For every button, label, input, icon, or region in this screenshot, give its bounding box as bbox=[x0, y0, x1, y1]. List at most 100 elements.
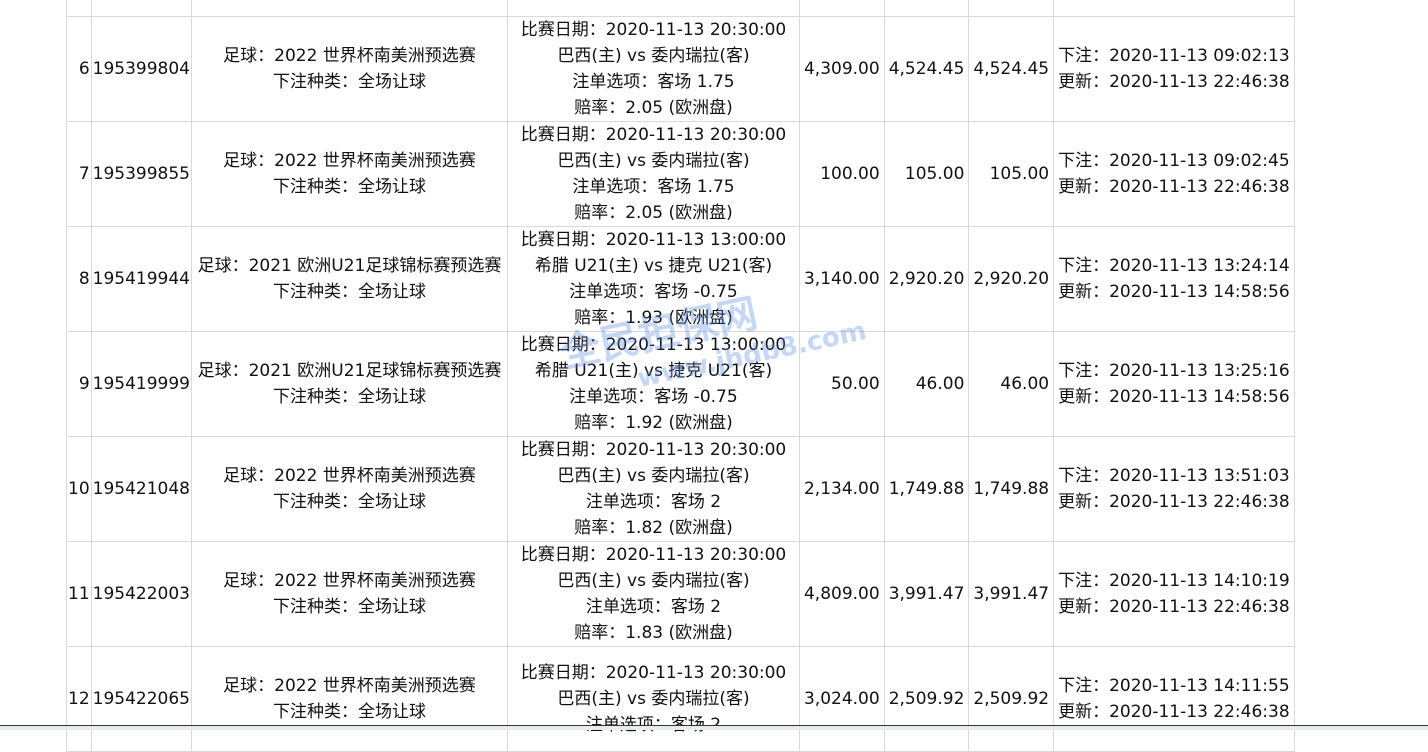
cell-match[interactable]: 比赛日期：2020-11-13 13:00:00 希腊 U21(主) vs 捷克 … bbox=[506, 331, 800, 437]
cell-index[interactable]: 12 bbox=[66, 646, 92, 752]
cell-index[interactable]: 6 bbox=[66, 16, 92, 122]
cell-index[interactable]: 5 bbox=[66, 0, 92, 17]
cell-index[interactable]: 7 bbox=[66, 121, 92, 227]
cell-times[interactable]: 下注：2020-11-13 13:25:16 更新：2020-11-13 14:5… bbox=[1053, 331, 1295, 437]
cell-league[interactable]: 足球：2022 世界杯南美洲预选赛 下注种类：全场让球 bbox=[190, 541, 508, 647]
cell-times[interactable]: 下注：2020-11-13 13:24:14 更新：2020-11-13 14:5… bbox=[1053, 226, 1295, 332]
cell-bet-id[interactable]: 195399855 bbox=[90, 121, 192, 227]
cell-bet-id[interactable]: 195419999 bbox=[90, 331, 192, 437]
cell-payout[interactable]: 4,524.45 bbox=[968, 16, 1055, 122]
cell-update_time: 更新：2020-11-13 22:46:38 bbox=[1058, 597, 1290, 617]
cell-league[interactable]: 足球：2022 世界杯南美洲预选赛 下注种类：全场让球 bbox=[190, 121, 508, 227]
cell-league[interactable]: 足球：2022 世界杯南美洲预选赛 下注种类：全场让球 bbox=[190, 646, 508, 752]
cell-stake[interactable]: 100.00 bbox=[798, 121, 885, 227]
cell-payout[interactable] bbox=[968, 0, 1055, 17]
cell-match[interactable]: 比赛日期：2020-11-13 20:30:00 巴西(主) vs 委内瑞拉(客)… bbox=[506, 16, 800, 122]
cell-stake[interactable]: 50.00 bbox=[798, 331, 885, 437]
cell-stake: 4,309.00 bbox=[803, 59, 880, 79]
cell-bet-id[interactable]: 195419944 bbox=[90, 226, 192, 332]
cell-stake: 4,809.00 bbox=[803, 584, 880, 604]
cell-win: 4,524.45 bbox=[888, 59, 965, 79]
cell-index[interactable]: 11 bbox=[66, 541, 92, 647]
cell-bet-id[interactable]: 195421048 bbox=[90, 436, 192, 542]
cell-win: 3,991.47 bbox=[888, 584, 965, 604]
cell-stake[interactable] bbox=[798, 0, 885, 17]
cell-win[interactable]: 46.00 bbox=[883, 331, 970, 437]
cell-bet_time: 下注：2020-11-13 14:11:55 bbox=[1058, 676, 1290, 696]
cell-update_time: 更新：2020-11-13 22:46:38 bbox=[1058, 702, 1290, 722]
cell-teams: 巴西(主) vs 委内瑞拉(客) bbox=[557, 46, 750, 66]
cell-payout: 1,749.88 bbox=[973, 479, 1050, 499]
cell-win: 1,749.88 bbox=[888, 479, 965, 499]
cell-index[interactable]: 8 bbox=[66, 226, 92, 332]
cell-times[interactable]: 下注：2020-11-13 09:02:13 更新：2020-11-13 22:4… bbox=[1053, 16, 1295, 122]
cell-odds: 赔率：1.83 (欧洲盘) bbox=[574, 623, 733, 643]
cell-league: 足球：2022 世界杯南美洲预选赛 bbox=[223, 46, 476, 66]
cell-stake[interactable]: 2,134.00 bbox=[798, 436, 885, 542]
cell-option: 注单选项：客场 -0.75 bbox=[569, 387, 738, 407]
cell-bet_time: 下注：2020-11-13 09:02:45 bbox=[1058, 151, 1290, 171]
cell-times[interactable]: 下注：2020-11-13 14:11:55 更新：2020-11-13 22:4… bbox=[1053, 646, 1295, 752]
cell-win[interactable]: 3,991.47 bbox=[883, 541, 970, 647]
cell-win[interactable]: 2,509.92 bbox=[883, 646, 970, 752]
cell-win[interactable]: 105.00 bbox=[883, 121, 970, 227]
cell-stake: 50.00 bbox=[831, 374, 880, 394]
cell-win[interactable]: 4,524.45 bbox=[883, 16, 970, 122]
cell-league[interactable]: 足球：2021 欧洲U21足球锦标赛预选赛 下注种类：全场让球 bbox=[190, 331, 508, 437]
cell-win[interactable] bbox=[883, 0, 970, 17]
cell-match[interactable]: 比赛日期：2020-11-13 20:30:00 巴西(主) vs 委内瑞拉(客)… bbox=[506, 436, 800, 542]
cell-win[interactable]: 2,920.20 bbox=[883, 226, 970, 332]
table-row: 10 195421048 足球：2022 世界杯南美洲预选赛 下注种类：全场让球 比赛日… bbox=[66, 436, 1295, 542]
cell-league[interactable] bbox=[190, 0, 508, 17]
cell-bet_time: 下注：2020-11-13 13:25:16 bbox=[1058, 361, 1290, 381]
cell-idx: 6 bbox=[78, 59, 90, 79]
table-row: 8 195419944 足球：2021 欧洲U21足球锦标赛预选赛 下注种类：全场让球… bbox=[66, 226, 1295, 332]
cell-stake[interactable]: 3,140.00 bbox=[798, 226, 885, 332]
cell-payout[interactable]: 1,749.88 bbox=[968, 436, 1055, 542]
cell-bet-id[interactable] bbox=[90, 0, 192, 17]
cell-payout: 4,524.45 bbox=[973, 59, 1050, 79]
cell-type: 下注种类：全场让球 bbox=[272, 492, 426, 512]
cell-match[interactable]: 比赛日期：2020-11-13 20:30:00 巴西(主) vs 委内瑞拉(客)… bbox=[506, 121, 800, 227]
cell-times[interactable]: 下注：2020-11-13 14:10:19 更新：2020-11-13 22:4… bbox=[1053, 541, 1295, 647]
cell-win[interactable]: 1,749.88 bbox=[883, 436, 970, 542]
cell-bet-id[interactable]: 195422003 bbox=[90, 541, 192, 647]
cell-times[interactable] bbox=[1053, 0, 1295, 17]
cell-teams: 希腊 U21(主) vs 捷克 U21(客) bbox=[534, 256, 773, 276]
cell-stake: 2,134.00 bbox=[803, 479, 880, 499]
cell-league: 足球：2021 欧洲U21足球锦标赛预选赛 bbox=[197, 256, 502, 276]
cell-payout[interactable]: 105.00 bbox=[968, 121, 1055, 227]
cell-match[interactable]: 比赛日期：2020-11-13 20:30:00 巴西(主) vs 委内瑞拉(客)… bbox=[506, 646, 800, 752]
cell-match[interactable]: 比赛日期：2020-11-13 13:00:00 希腊 U21(主) vs 捷克 … bbox=[506, 226, 800, 332]
cell-index[interactable]: 9 bbox=[66, 331, 92, 437]
cell-times[interactable]: 下注：2020-11-13 09:02:45 更新：2020-11-13 22:4… bbox=[1053, 121, 1295, 227]
cell-bet-id[interactable]: 195422065 bbox=[90, 646, 192, 752]
cell-option: 注单选项：客场 1.75 bbox=[572, 177, 735, 197]
table-row: 11 195422003 足球：2022 世界杯南美洲预选赛 下注种类：全场让球 比赛日… bbox=[66, 541, 1295, 647]
cell-match[interactable]: 赔率：2.1 (欧洲盘) bbox=[506, 0, 800, 17]
cell-payout[interactable]: 2,509.92 bbox=[968, 646, 1055, 752]
cell-teams: 希腊 U21(主) vs 捷克 U21(客) bbox=[534, 361, 773, 381]
cell-stake[interactable]: 3,024.00 bbox=[798, 646, 885, 752]
cell-stake[interactable]: 4,309.00 bbox=[798, 16, 885, 122]
sheet-tab-bar[interactable] bbox=[0, 725, 1428, 730]
cell-payout[interactable]: 2,920.20 bbox=[968, 226, 1055, 332]
cell-type: 下注种类：全场让球 bbox=[272, 387, 426, 407]
cell-idx: 7 bbox=[78, 164, 90, 184]
cell-payout: 46.00 bbox=[1000, 374, 1050, 394]
cell-league[interactable]: 足球：2021 欧洲U21足球锦标赛预选赛 下注种类：全场让球 bbox=[190, 226, 508, 332]
table-row: 12 195422065 足球：2022 世界杯南美洲预选赛 下注种类：全场让球 比赛日… bbox=[66, 646, 1295, 752]
cell-index[interactable]: 10 bbox=[66, 436, 92, 542]
cell-win: 46.00 bbox=[915, 374, 965, 394]
cell-bet-id[interactable]: 195399804 bbox=[90, 16, 192, 122]
cell-stake[interactable]: 4,809.00 bbox=[798, 541, 885, 647]
cell-match[interactable]: 比赛日期：2020-11-13 20:30:00 巴西(主) vs 委内瑞拉(客)… bbox=[506, 541, 800, 647]
cell-payout[interactable]: 46.00 bbox=[968, 331, 1055, 437]
cell-idx: 11 bbox=[68, 584, 90, 604]
cell-league[interactable]: 足球：2022 世界杯南美洲预选赛 下注种类：全场让球 bbox=[190, 16, 508, 122]
cell-teams: 巴西(主) vs 委内瑞拉(客) bbox=[557, 466, 750, 486]
cell-league[interactable]: 足球：2022 世界杯南美洲预选赛 下注种类：全场让球 bbox=[190, 436, 508, 542]
cell-payout[interactable]: 3,991.47 bbox=[968, 541, 1055, 647]
cell-stake: 3,140.00 bbox=[803, 269, 880, 289]
cell-times[interactable]: 下注：2020-11-13 13:51:03 更新：2020-11-13 22:4… bbox=[1053, 436, 1295, 542]
